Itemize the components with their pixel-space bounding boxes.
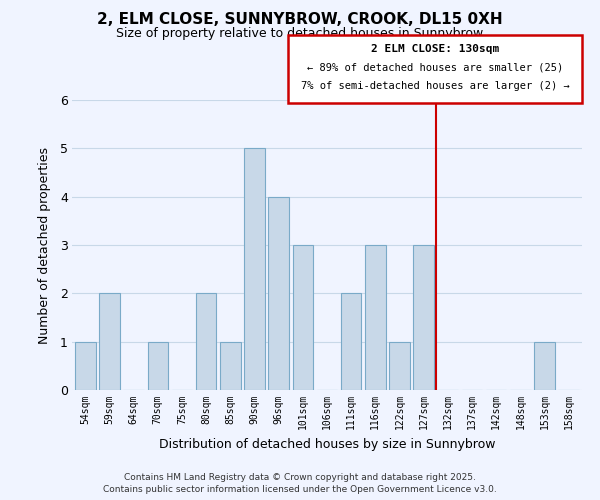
Bar: [413, 245, 434, 390]
X-axis label: Distribution of detached houses by size in Sunnybrow: Distribution of detached houses by size …: [159, 438, 495, 451]
Bar: [220, 342, 241, 390]
Bar: [148, 342, 168, 390]
Bar: [244, 148, 265, 390]
Bar: [341, 294, 361, 390]
Bar: [268, 196, 289, 390]
Bar: [75, 342, 95, 390]
Text: Contains public sector information licensed under the Open Government Licence v3: Contains public sector information licen…: [103, 485, 497, 494]
Bar: [99, 294, 120, 390]
Text: 7% of semi-detached houses are larger (2) →: 7% of semi-detached houses are larger (2…: [301, 81, 569, 91]
Bar: [389, 342, 410, 390]
Bar: [293, 245, 313, 390]
Text: ← 89% of detached houses are smaller (25): ← 89% of detached houses are smaller (25…: [307, 62, 563, 72]
Text: 2 ELM CLOSE: 130sqm: 2 ELM CLOSE: 130sqm: [371, 44, 499, 54]
Text: 2, ELM CLOSE, SUNNYBROW, CROOK, DL15 0XH: 2, ELM CLOSE, SUNNYBROW, CROOK, DL15 0XH: [97, 12, 503, 28]
Y-axis label: Number of detached properties: Number of detached properties: [38, 146, 52, 344]
Text: Contains HM Land Registry data © Crown copyright and database right 2025.: Contains HM Land Registry data © Crown c…: [124, 474, 476, 482]
Bar: [196, 294, 217, 390]
Bar: [365, 245, 386, 390]
Bar: [534, 342, 555, 390]
Text: Size of property relative to detached houses in Sunnybrow: Size of property relative to detached ho…: [116, 28, 484, 40]
